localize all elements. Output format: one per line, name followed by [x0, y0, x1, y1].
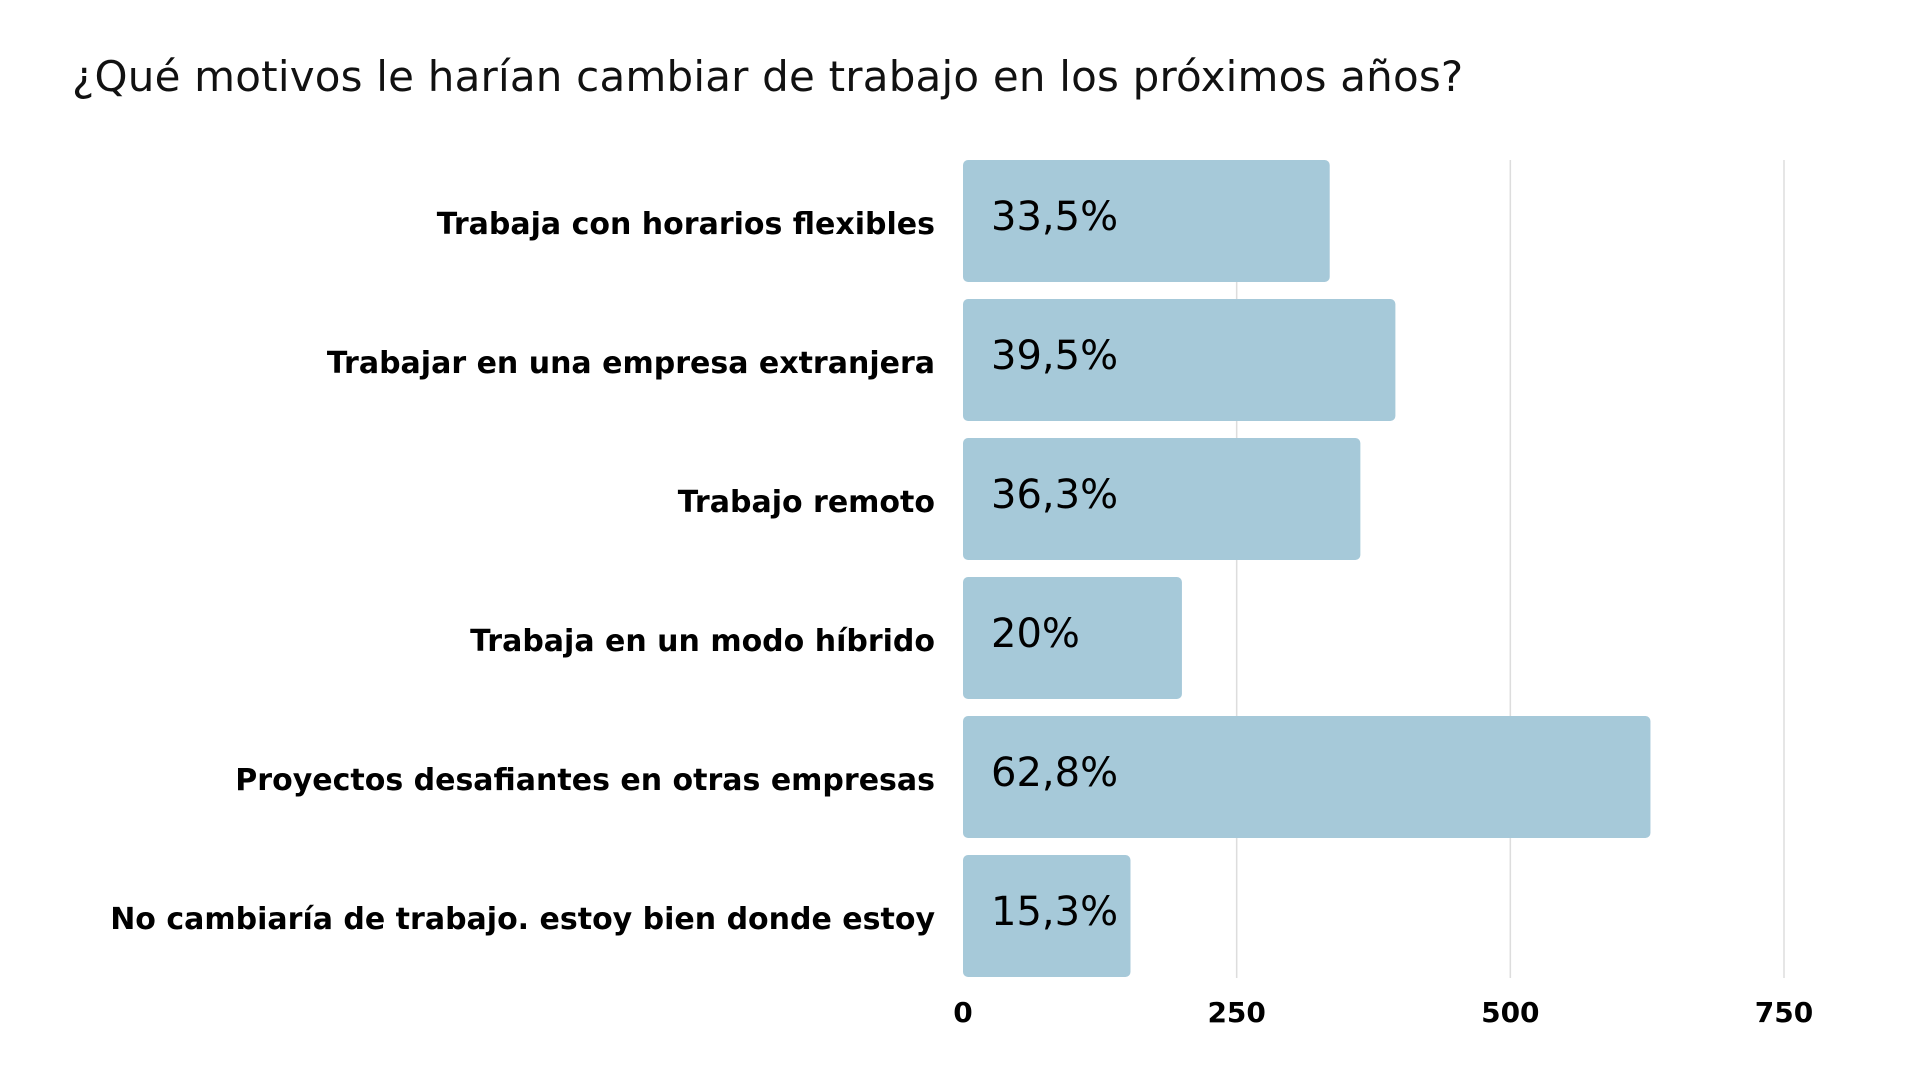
- data-label: 36,3%: [991, 472, 1118, 518]
- category-label: Proyectos desafiantes en otras empresas: [235, 763, 935, 798]
- data-label: 33,5%: [991, 194, 1118, 240]
- bar: [963, 855, 1131, 977]
- x-tick-label: 500: [1481, 996, 1539, 1029]
- data-label: 20%: [991, 611, 1080, 657]
- category-labels: Trabaja con horarios flexibles Trabajar e…: [110, 207, 935, 937]
- data-label: 39,5%: [991, 333, 1118, 379]
- category-label: Trabaja con horarios flexibles: [437, 207, 935, 242]
- data-label: 62,8%: [991, 750, 1118, 796]
- bar: [963, 716, 1651, 838]
- data-labels: 33,5% 39,5% 36,3% 20% 62,8% 15,3%: [991, 194, 1118, 935]
- category-label: No cambiaría de trabajo. estoy bien dond…: [110, 902, 935, 937]
- bars: [963, 160, 1651, 977]
- bar: [963, 299, 1396, 421]
- bar: [963, 577, 1182, 699]
- category-label: Trabajar en una empresa extranjera: [327, 346, 935, 381]
- x-tick-label: 250: [1207, 996, 1265, 1029]
- chart-title: ¿Qué motivos le harían cambiar de trabaj…: [72, 52, 1464, 101]
- x-tick-label: 0: [953, 996, 972, 1029]
- data-label: 15,3%: [991, 889, 1118, 935]
- bar: [963, 438, 1361, 560]
- gridlines: [1235, 160, 1785, 978]
- bar: [963, 160, 1330, 282]
- x-axis-ticks: 0 250 500 750: [953, 996, 1813, 1029]
- category-label: Trabaja en un modo híbrido: [470, 624, 935, 659]
- category-label: Trabajo remoto: [678, 485, 935, 520]
- x-tick-label: 750: [1755, 996, 1813, 1029]
